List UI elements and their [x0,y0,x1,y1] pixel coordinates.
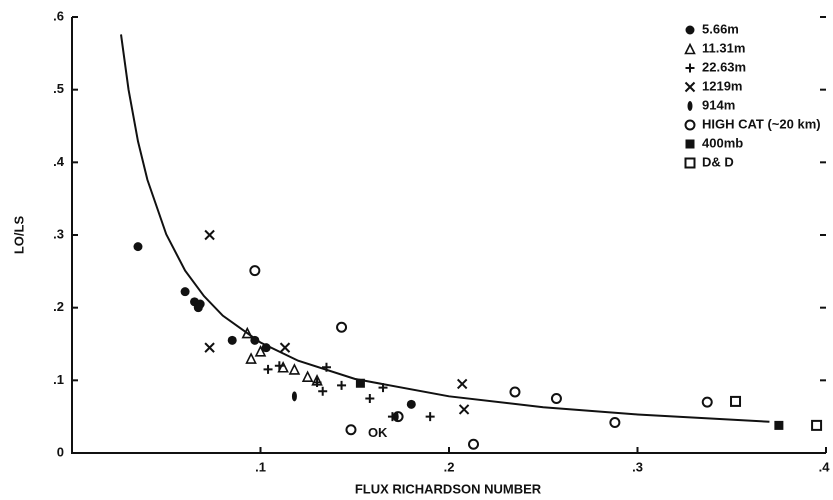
y-tick-label: .3 [53,226,64,241]
legend-label: 5.66m [702,21,739,36]
x-tick-label: .3 [632,459,643,474]
legend-label: 914m [702,97,735,112]
legend-marker [684,157,696,169]
point [277,360,289,373]
y-tick-label: .6 [53,8,64,23]
legend-label: D& D [702,154,734,169]
point [550,393,562,404]
point [193,303,203,313]
point [365,394,375,403]
legend-marker [684,42,696,55]
y-axis-label: LO/LS [11,216,26,255]
legend-marker [684,119,696,131]
y-tick-label: .1 [53,372,64,387]
y-tick-label: 0 [57,444,64,459]
point [701,396,713,408]
point [774,420,784,430]
x-tick-label: .1 [255,459,266,474]
point [345,424,357,436]
x-tick-label: .2 [444,459,455,474]
legend-label: 400mb [702,135,743,150]
legend-marker [684,81,696,93]
point [730,395,742,407]
point [392,411,404,423]
point [261,343,271,353]
point [337,380,347,390]
legend-marker [685,63,695,73]
fit-curve [120,34,770,423]
point [254,344,267,357]
point [279,342,291,353]
point [204,229,215,241]
legend-label: 1219m [702,78,742,93]
point [291,391,297,402]
legend-label: 22.63m [702,59,746,74]
point [312,378,322,388]
point [227,335,237,345]
point [406,399,416,409]
point [468,438,480,450]
annotation: OK [368,425,388,440]
point [288,363,301,375]
point [425,412,435,422]
legend-marker [687,101,693,111]
point [609,416,621,428]
point [241,326,254,339]
point [458,404,470,415]
point [245,352,257,364]
x-tick-label: .4 [819,459,831,474]
point [509,386,521,398]
y-tick-label: .2 [53,299,64,314]
point [378,383,388,393]
y-tick-label: .4 [53,154,65,169]
point [204,342,215,353]
point [456,378,468,390]
legend-marker [685,25,695,35]
y-tick-label: .5 [53,81,64,96]
point [180,287,190,297]
x-axis-label: FLUX RICHARDSON NUMBER [355,481,542,496]
point [811,419,823,431]
point [249,265,261,277]
point [355,378,365,388]
legend-label: HIGH CAT (~20 km) [702,116,821,131]
legend-marker [685,139,695,149]
point [318,386,328,396]
legend-label: 11.31m [702,40,745,55]
point [336,321,348,333]
point [274,361,284,371]
point [301,370,314,382]
point [133,242,143,252]
point [263,364,273,374]
point [321,362,331,372]
